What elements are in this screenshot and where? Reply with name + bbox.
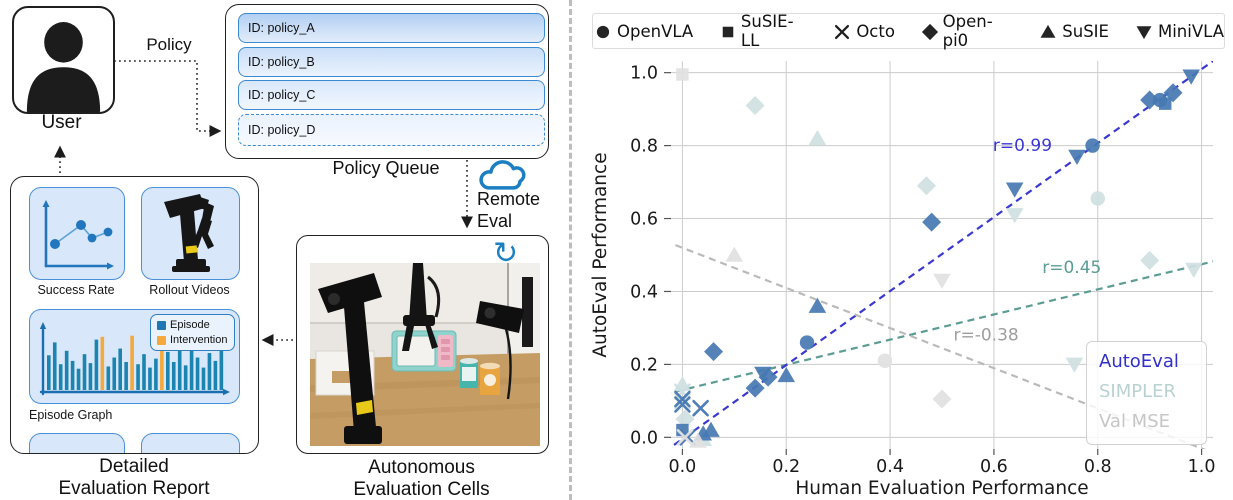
triangle-up-marker-icon bbox=[1040, 24, 1056, 38]
toy-microwave bbox=[391, 330, 457, 372]
policy-id-label: ID: policy_A bbox=[248, 21, 315, 35]
robot-cell-photo bbox=[310, 263, 540, 446]
report-box: Success Rate Rollout Videos Episode Int bbox=[10, 176, 259, 454]
policy-queue-item: ID: policy_D bbox=[238, 113, 545, 146]
remote-eval-line2: Eval bbox=[477, 211, 513, 231]
method-legend-entry: Val MSE bbox=[1099, 411, 1170, 432]
episode-graph-caption: Episode Graph bbox=[29, 408, 113, 422]
cells-caption-line1: Autonomous bbox=[368, 457, 475, 478]
report-caption-line1: Detailed bbox=[99, 456, 169, 477]
triangle-down-marker-icon bbox=[1136, 26, 1152, 40]
robot-center-arm bbox=[402, 263, 441, 351]
series-autoeval bbox=[674, 69, 1200, 446]
cloud-icon bbox=[479, 160, 526, 190]
robot-arm-icon bbox=[164, 194, 214, 272]
correlation-label: r=0.45 bbox=[1042, 258, 1101, 278]
policy-id-label: ID: policy_B bbox=[248, 54, 315, 69]
svg-text:0.0: 0.0 bbox=[668, 457, 696, 477]
marker-legend-item: OpenVLA bbox=[593, 21, 693, 41]
method-legend-entry: AutoEval bbox=[1099, 351, 1179, 372]
marker-legend-item: Open-pi0 bbox=[920, 12, 1013, 50]
remote-eval-label: Remote Eval bbox=[477, 188, 540, 232]
svg-text:0.4: 0.4 bbox=[876, 457, 904, 477]
correlation-label: r=0.99 bbox=[993, 136, 1052, 156]
remote-eval-line1: Remote bbox=[477, 189, 541, 209]
marker-legend-label: MiniVLA bbox=[1157, 21, 1224, 41]
episode-bar-chart bbox=[39, 322, 230, 396]
intervention-legend-label: Intervention bbox=[170, 334, 228, 346]
policy-id-label: ID: policy_D bbox=[248, 122, 316, 137]
marker-legend-label: Open-pi0 bbox=[942, 12, 993, 50]
svg-text:1.0: 1.0 bbox=[1188, 457, 1216, 477]
cells-caption-line2: Evaluation Cells bbox=[353, 479, 490, 500]
circle-marker-icon bbox=[596, 25, 610, 39]
marker-legend-label: SuSIE bbox=[1062, 21, 1109, 41]
marker-legend-label: OpenVLA bbox=[617, 21, 694, 41]
line-chart-icon bbox=[42, 200, 114, 270]
intervention-swatch bbox=[157, 336, 166, 345]
marker-legend-item: SuSIE bbox=[1038, 21, 1109, 41]
success-rate-tile bbox=[29, 187, 125, 280]
policy-queue-caption: Policy Queue bbox=[332, 158, 440, 178]
policy-queue-item: ID: policy_C bbox=[238, 80, 545, 110]
svg-text:0.6: 0.6 bbox=[980, 457, 1008, 477]
loop-arrow-icon: ↻ bbox=[493, 236, 519, 271]
panel-divider bbox=[569, 0, 572, 500]
policy-queue-item: ID: policy_A bbox=[238, 13, 545, 43]
rollout-videos-tile bbox=[141, 187, 240, 280]
marker-legend-item: SuSIE-LL bbox=[718, 12, 807, 50]
method-legend-entry: SIMPLER bbox=[1099, 381, 1177, 402]
user-label: User bbox=[41, 112, 82, 133]
method-legend: AutoEval SIMPLER Val MSE bbox=[1086, 341, 1207, 445]
episode-graph-legend: Episode Intervention bbox=[150, 314, 235, 351]
x-axis-label: Human Evaluation Performance bbox=[795, 478, 1088, 499]
episode-graph-tile: Episode Intervention bbox=[29, 309, 240, 404]
x-marker-icon bbox=[835, 24, 850, 40]
svg-text:0.8: 0.8 bbox=[1084, 457, 1112, 477]
square-marker-icon bbox=[722, 26, 734, 38]
person-icon bbox=[26, 22, 101, 112]
correlation-label: r=-0.38 bbox=[954, 326, 1019, 346]
svg-text:0.8: 0.8 bbox=[630, 137, 658, 157]
rollout-videos-caption: Rollout Videos bbox=[149, 283, 230, 297]
scatter-plot: 0.0 0.2 0.4 0.6 0.8 1.0 0.0 0.2 0.4 0.6 0.8 1.0 r=0… bbox=[590, 61, 1216, 499]
episode-swatch bbox=[157, 321, 166, 330]
cells-caption: Autonomous Evaluation Cells bbox=[296, 457, 547, 500]
svg-text:1.0: 1.0 bbox=[630, 64, 658, 84]
svg-text:0.0: 0.0 bbox=[630, 428, 658, 448]
connector-arrows bbox=[54, 60, 473, 346]
toy-cans bbox=[460, 358, 500, 395]
partial-tile-right bbox=[141, 433, 240, 453]
report-caption-line2: Evaluation Report bbox=[58, 478, 210, 500]
y-axis-label: AutoEval Performance bbox=[590, 152, 611, 357]
marker-legend-item: MiniVLA bbox=[1134, 21, 1224, 41]
svg-text:0.2: 0.2 bbox=[772, 457, 800, 477]
arrow-user-to-queue bbox=[114, 60, 222, 137]
marker-legend-label: Octo bbox=[856, 21, 895, 41]
policy-queue-item: ID: policy_B bbox=[238, 46, 545, 77]
episode-legend-label: Episode bbox=[170, 319, 210, 331]
success-rate-caption: Success Rate bbox=[37, 283, 115, 297]
camera-mount bbox=[476, 277, 533, 400]
svg-text:0.4: 0.4 bbox=[630, 282, 658, 302]
report-caption: Detailed Evaluation Report bbox=[18, 456, 250, 500]
diamond-marker-icon bbox=[921, 23, 939, 41]
marker-legend-item: Octo bbox=[832, 21, 895, 41]
policy-id-label: ID: policy_C bbox=[248, 88, 316, 102]
series-val-mse bbox=[676, 68, 952, 448]
evaluation-cells-box: ↻ bbox=[296, 235, 549, 454]
partial-tile-left bbox=[29, 433, 125, 453]
robot-leader-arm bbox=[318, 273, 382, 444]
marker-legend-label: SuSIE-LL bbox=[740, 12, 794, 50]
policy-queue-box: ID: policy_A ID: policy_B ID: policy_C ID: … bbox=[225, 4, 549, 159]
svg-text:0.2: 0.2 bbox=[630, 355, 658, 375]
svg-text:0.6: 0.6 bbox=[630, 210, 658, 230]
user-box bbox=[12, 6, 115, 114]
policy-arrow-label: Policy bbox=[146, 35, 192, 54]
policy-marker-legend: OpenVLA SuSIE-LL Octo Open-pi0 SuSIE MiniVLA bbox=[592, 12, 1225, 50]
